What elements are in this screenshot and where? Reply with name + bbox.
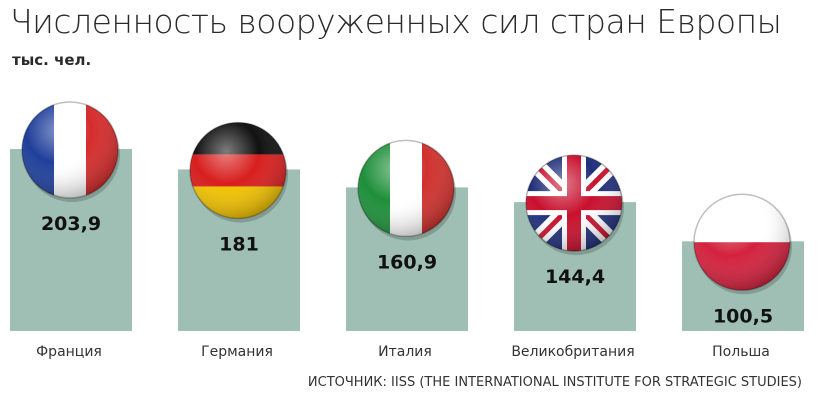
category-label-germany: Германия xyxy=(201,344,273,360)
value-label-germany: 181 xyxy=(219,233,259,255)
category-label-poland: Польша xyxy=(712,344,770,360)
category-label-italy: Италия xyxy=(378,344,432,360)
category-label-france: Франция xyxy=(36,344,102,360)
uk-flag-icon xyxy=(525,154,624,256)
italy-flag-icon xyxy=(357,139,456,241)
chart-title: Численность вооруженных сил стран Европы xyxy=(10,2,782,41)
value-label-france: 203,9 xyxy=(41,213,101,235)
value-label-italy: 160,9 xyxy=(377,251,437,273)
source-note: ИСТОЧНИК: IISS (THE INTERNATIONAL INSTIT… xyxy=(307,375,802,390)
value-label-uk: 144,4 xyxy=(545,266,605,288)
unit-label: тыс. чел. xyxy=(12,51,92,69)
category-label-uk: Великобритания xyxy=(511,344,634,360)
value-label-poland: 100,5 xyxy=(713,305,773,327)
